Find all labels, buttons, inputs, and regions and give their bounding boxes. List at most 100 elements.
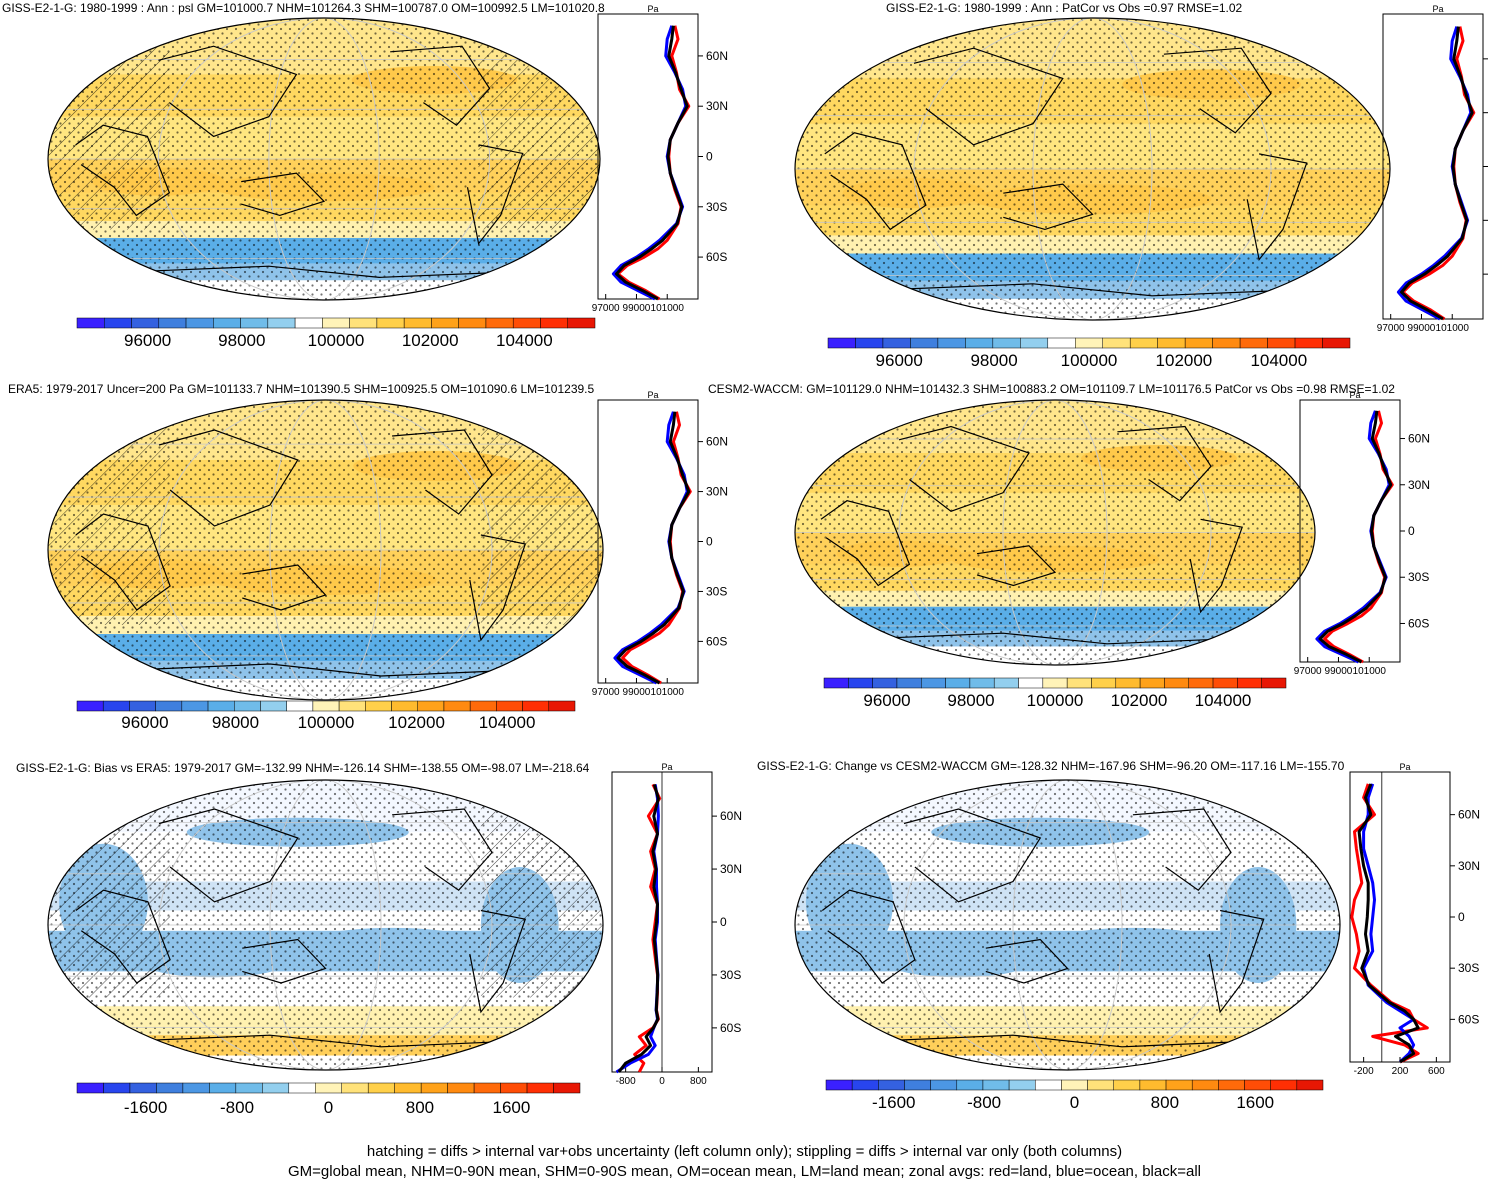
colorbar-cell (540, 317, 568, 329)
map-hatching-east (478, 18, 600, 230)
colorbar-cell (76, 317, 105, 329)
colorbar-tick-label: 1600 (1236, 1093, 1274, 1112)
colorbar-cell (526, 1082, 554, 1094)
colorbar-tick-label: 98000 (970, 351, 1017, 370)
profile-ytick-label: 30S (706, 200, 727, 214)
profile-xtick-label: 97000 (1294, 666, 1322, 677)
colorbar-cell (851, 1079, 879, 1091)
panel-3-profile: Pa 60N 30N 0 30S 60S 97000 99000 101000 (592, 390, 728, 698)
map-fill (795, 18, 1390, 320)
colorbar-cell (1294, 337, 1323, 349)
colorbar-cell (103, 1082, 131, 1094)
colorbar-cell (1165, 1079, 1193, 1091)
colorbar-cell (1047, 337, 1076, 349)
panel-4-map (794, 399, 1316, 666)
colorbar-cell (1212, 677, 1238, 689)
colorbar-tick-label: 98000 (947, 691, 994, 710)
colorbar-cell (1184, 337, 1213, 349)
colorbar-cell (286, 700, 314, 712)
colorbar-cell (1191, 1079, 1219, 1091)
profile-xtick-label: 99000 (623, 303, 651, 314)
colorbar-cell (1066, 677, 1092, 689)
profile-ytick-label: 0 (706, 535, 713, 549)
colorbar-cell (1239, 337, 1268, 349)
colorbar-cell (458, 317, 487, 329)
map-coastlines (75, 429, 527, 677)
panel-2-map (794, 17, 1391, 321)
profile-ytick-label: 60N (706, 49, 728, 63)
colorbar-tick-label: -800 (220, 1098, 254, 1117)
colorbar-tick-label: 104000 (1250, 351, 1307, 370)
panel-3-title: ERA5: 1979-2017 Uncer=200 Pa GM=101133.7… (8, 382, 595, 396)
colorbar-tick-label: 104000 (496, 331, 553, 350)
map-coastlines (821, 808, 1265, 1048)
panel-4: CESM2-WACCM: GM=101129.0 NHM=101432.3 SH… (708, 382, 1430, 710)
panel-1: GISS-E2-1-G: 1980-1999 : Ann : psl GM=10… (2, 1, 728, 350)
colorbar-cell (882, 337, 911, 349)
profile-ytick-label: 30N (1408, 478, 1430, 492)
panel-4-profile: Pa 60N 30N 0 30S 60S 97000 99000 101000 (1294, 390, 1430, 677)
footnote-line-2: GM=global mean, NHM=0-90N mean, SHM=0-90… (287, 1163, 1201, 1180)
profile-ytick-label: 60S (706, 634, 727, 648)
profile-ytick-label: 30N (706, 485, 728, 499)
colorbar-cell (349, 317, 378, 329)
profile-all-line (616, 411, 691, 685)
profile-xtick-label: 101000 (651, 687, 685, 698)
footnote-line-1: hatching = diffs > internal var+obs unce… (366, 1143, 1123, 1160)
profile-land-line (1350, 783, 1429, 1064)
colorbar-tick-label: -1600 (124, 1098, 167, 1117)
map-graticule (48, 18, 600, 300)
colorbar-cell (930, 1079, 958, 1091)
panel-2: GISS-E2-1-G: 1980-1999 : Ann : PatCor vs… (794, 1, 1488, 370)
colorbar-cell (896, 677, 922, 689)
profile-land-line (616, 25, 691, 301)
profile-unit: Pa (1432, 4, 1443, 14)
profile-xtick-label: -800 (616, 1076, 636, 1087)
colorbar-tick-label: 102000 (402, 331, 459, 350)
map-graticule (795, 780, 1340, 1070)
colorbar-tick-label: 96000 (121, 713, 168, 732)
colorbar-cell (553, 1082, 581, 1094)
panel-5-profile: Pa 60N 30N 0 30S 60S -800 0 800 (611, 762, 742, 1087)
profile-ytick-label: 60S (1458, 1012, 1479, 1026)
profile-ytick-label: 60S (1408, 616, 1429, 630)
colorbar-cell (240, 317, 269, 329)
colorbar-cell (1296, 1079, 1324, 1091)
colorbar-cell (910, 337, 939, 349)
profile-xtick-label: 99000 (1325, 666, 1353, 677)
colorbar-cell (76, 1082, 104, 1094)
profile-ytick-label: 0 (1408, 524, 1415, 538)
colorbar-cell (1115, 677, 1141, 689)
profile-all-line (1318, 410, 1393, 664)
map-border (794, 399, 1316, 666)
panel-4-title: CESM2-WACCM: GM=101129.0 NHM=101432.3 SH… (708, 382, 1395, 396)
colorbar-cell (181, 700, 209, 712)
map-hatching-west (48, 400, 171, 625)
profile-xtick-label: 600 (1428, 1066, 1445, 1077)
colorbar-cell (213, 317, 241, 329)
map-border (794, 17, 1391, 321)
profile-ytick-label: 60N (706, 435, 728, 449)
colorbar-tick-label: 96000 (124, 331, 171, 350)
colorbar-tick-label: 0 (1070, 1093, 1079, 1112)
colorbar-cell (825, 1079, 853, 1091)
colorbar-cell (1244, 1079, 1271, 1091)
colorbar-cell (260, 700, 287, 712)
profile-ocean-line (1362, 783, 1416, 1064)
colorbar-cell (1270, 1079, 1298, 1091)
colorbar-cell (207, 700, 235, 712)
colorbar-cell (993, 677, 1019, 689)
profile-xtick-label: 0 (659, 1076, 665, 1087)
colorbar-tick-label: 800 (1151, 1093, 1179, 1112)
panel-1-profile: Pa 60N 30N 0 30S 60S 97000 99000 101000 (592, 4, 728, 314)
profile-xtick-label: -200 (1354, 1066, 1374, 1077)
map-fill (795, 780, 1340, 1070)
colorbar-cell (394, 1082, 422, 1094)
panel-2-colorbar: 96000 98000 100000 102000 104000 (827, 337, 1351, 370)
panel-6-map (794, 779, 1341, 1071)
colorbar-cell (1020, 337, 1049, 349)
colorbar-cell (485, 317, 514, 329)
colorbar-cell (1218, 1079, 1245, 1091)
map-coastlines (824, 47, 1308, 297)
colorbar-cell (1113, 1079, 1141, 1091)
